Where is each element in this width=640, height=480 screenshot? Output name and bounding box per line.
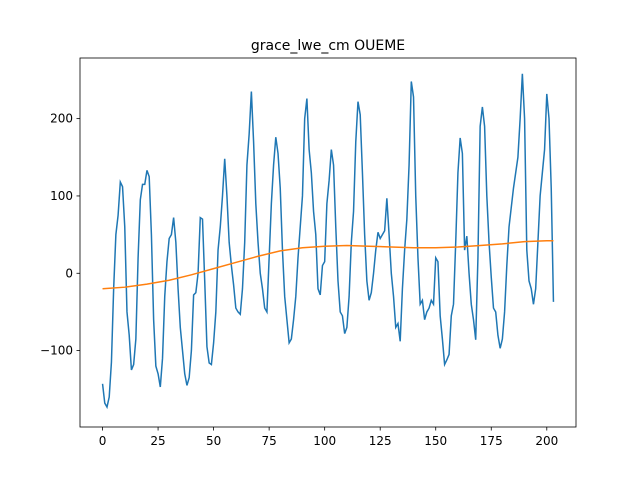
chart-title: grace_lwe_cm OUEME (251, 38, 405, 54)
x-tick-label: 200 (535, 434, 558, 448)
line-series (101, 73, 555, 410)
x-tick-label: 0 (99, 434, 107, 448)
plot-frame (79, 57, 577, 428)
x-tick-label: 150 (424, 434, 447, 448)
line-series (102, 240, 554, 290)
x-tick-label: 25 (150, 434, 165, 448)
y-tick-label: 100 (50, 189, 73, 203)
x-tick-label: 175 (480, 434, 503, 448)
y-tick-label: 0 (65, 266, 73, 280)
x-tick-label: 100 (313, 434, 336, 448)
y-tick-label: −100 (40, 344, 73, 358)
x-tick-label: 75 (261, 434, 276, 448)
x-tick-label: 50 (206, 434, 221, 448)
y-tick-label: 200 (50, 112, 73, 126)
x-tick-label: 125 (369, 434, 392, 448)
